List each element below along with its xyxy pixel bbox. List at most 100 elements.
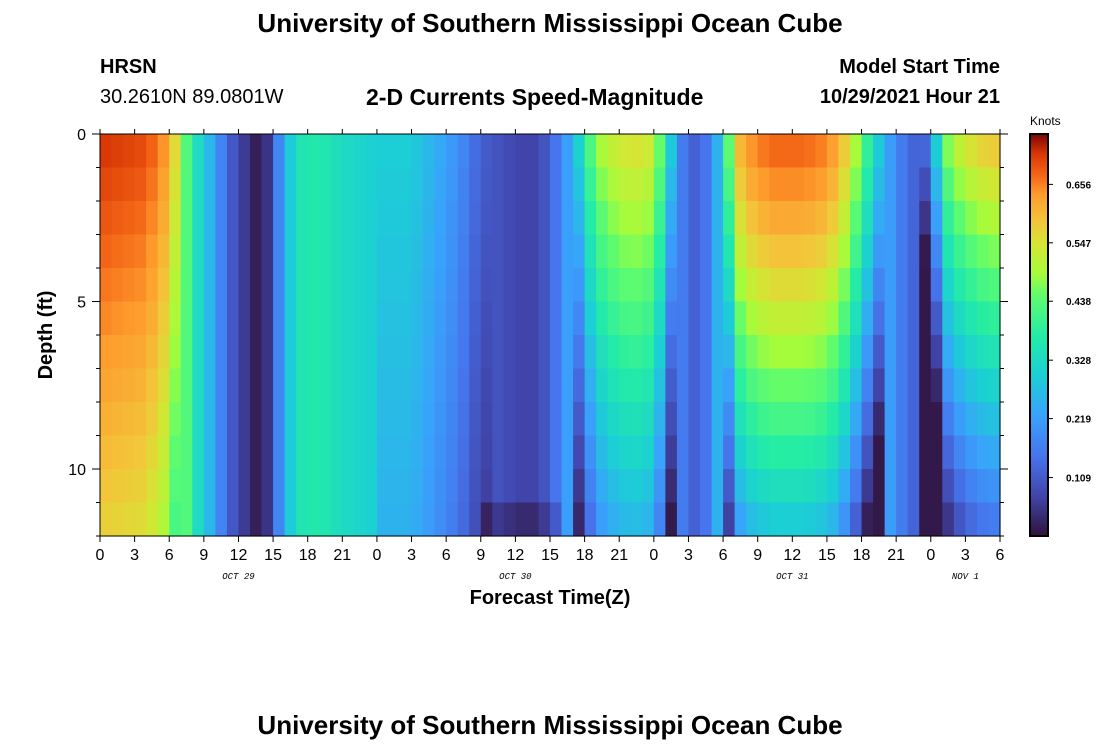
heatmap-cell bbox=[134, 134, 147, 169]
colorbar-tick-label: 0.547 bbox=[1066, 239, 1091, 250]
heatmap-cell bbox=[123, 435, 136, 470]
heatmap-cell bbox=[942, 268, 955, 303]
heatmap-cell bbox=[388, 167, 401, 202]
heatmap-cell bbox=[723, 201, 736, 236]
heatmap-cell bbox=[803, 301, 816, 336]
date-label: OCT 30 bbox=[499, 572, 532, 582]
heatmap-cell bbox=[215, 134, 228, 169]
heatmap-cell bbox=[723, 167, 736, 202]
heatmap-cell bbox=[111, 502, 124, 537]
heatmap-cell bbox=[815, 368, 828, 403]
heatmap-cell bbox=[873, 167, 886, 202]
heatmap-cell bbox=[676, 335, 690, 370]
heatmap-cell bbox=[446, 402, 459, 437]
heatmap-cell bbox=[734, 268, 747, 303]
heatmap-cell bbox=[353, 402, 366, 437]
heatmap-cell bbox=[273, 134, 286, 169]
heatmap-cell bbox=[100, 402, 113, 437]
heatmap-cell bbox=[157, 402, 170, 437]
heatmap-cell bbox=[146, 469, 159, 504]
heatmap-cell bbox=[376, 301, 390, 336]
heatmap-cell bbox=[157, 469, 170, 504]
heatmap-cell bbox=[180, 268, 193, 303]
heatmap-cell bbox=[976, 201, 990, 236]
heatmap-cell bbox=[803, 234, 816, 269]
heatmap-cell bbox=[607, 435, 620, 470]
heatmap-cell bbox=[215, 402, 228, 437]
heatmap-cell bbox=[250, 201, 263, 236]
heatmap-cell bbox=[503, 167, 516, 202]
heatmap-cell bbox=[965, 335, 978, 370]
heatmap-cell bbox=[526, 301, 540, 336]
heatmap-cell bbox=[226, 134, 240, 169]
heatmap-cell bbox=[307, 201, 320, 236]
heatmap-cell bbox=[965, 268, 978, 303]
heatmap-cell bbox=[630, 502, 643, 537]
heatmap-cell bbox=[250, 335, 263, 370]
heatmap-cell bbox=[907, 368, 920, 403]
heatmap-cell bbox=[700, 167, 713, 202]
heatmap-cell bbox=[550, 301, 563, 336]
heatmap-cell bbox=[111, 402, 124, 437]
heatmap-cell bbox=[157, 268, 170, 303]
heatmap-cell bbox=[723, 301, 736, 336]
heatmap-cell bbox=[873, 368, 886, 403]
heatmap-cell bbox=[988, 167, 1001, 202]
heatmap-cell bbox=[803, 469, 816, 504]
heatmap-cell bbox=[711, 234, 724, 269]
heatmap-cell bbox=[826, 134, 840, 169]
heatmap-cell bbox=[665, 268, 678, 303]
heatmap-cell bbox=[307, 435, 320, 470]
heatmap-cell bbox=[884, 234, 897, 269]
heatmap-cell bbox=[769, 435, 782, 470]
heatmap-cell bbox=[884, 402, 897, 437]
heatmap-cell bbox=[607, 167, 620, 202]
colorbar bbox=[1029, 133, 1049, 537]
heatmap-cell bbox=[296, 368, 309, 403]
heatmap-cell bbox=[284, 201, 297, 236]
heatmap-cell bbox=[330, 402, 343, 437]
heatmap-cell bbox=[757, 167, 770, 202]
heatmap-cell bbox=[446, 335, 459, 370]
heatmap-cell bbox=[376, 435, 390, 470]
heatmap-cell bbox=[815, 435, 828, 470]
heatmap-cell bbox=[711, 368, 724, 403]
heatmap-cell bbox=[157, 335, 170, 370]
heatmap-cell bbox=[965, 134, 978, 169]
heatmap-cell bbox=[619, 234, 632, 269]
heatmap-cell bbox=[919, 134, 932, 169]
heatmap-cell bbox=[238, 435, 251, 470]
x-tick-label: 3 bbox=[684, 547, 693, 564]
heatmap-cell bbox=[711, 201, 724, 236]
x-tick-label: 18 bbox=[299, 547, 317, 564]
heatmap-cell bbox=[111, 469, 124, 504]
heatmap-cell bbox=[930, 134, 943, 169]
heatmap-cell bbox=[607, 469, 620, 504]
heatmap-cell bbox=[619, 134, 632, 169]
heatmap-cell bbox=[688, 368, 701, 403]
heatmap-cell bbox=[919, 502, 932, 537]
heatmap-cell bbox=[757, 335, 770, 370]
heatmap-cell bbox=[561, 301, 574, 336]
heatmap-cell bbox=[515, 502, 528, 537]
heatmap-cell bbox=[423, 201, 436, 236]
heatmap-cell bbox=[515, 134, 528, 169]
heatmap-cell bbox=[330, 301, 343, 336]
heatmap-cell bbox=[988, 435, 1001, 470]
heatmap-cell bbox=[296, 268, 309, 303]
heatmap-cell bbox=[607, 268, 620, 303]
x-tick-label: 21 bbox=[887, 547, 905, 564]
heatmap-cell bbox=[700, 301, 713, 336]
heatmap-cell bbox=[330, 134, 343, 169]
heatmap-cell bbox=[134, 469, 147, 504]
heatmap-cell bbox=[146, 335, 159, 370]
heatmap-cell bbox=[215, 335, 228, 370]
heatmap-cell bbox=[365, 234, 378, 269]
heatmap-cell bbox=[100, 201, 113, 236]
heatmap-cell bbox=[111, 201, 124, 236]
heatmap-cell bbox=[780, 301, 793, 336]
heatmap-cell bbox=[711, 402, 724, 437]
heatmap-cell bbox=[180, 335, 193, 370]
heatmap-cell bbox=[734, 368, 747, 403]
heatmap-cell bbox=[873, 469, 886, 504]
